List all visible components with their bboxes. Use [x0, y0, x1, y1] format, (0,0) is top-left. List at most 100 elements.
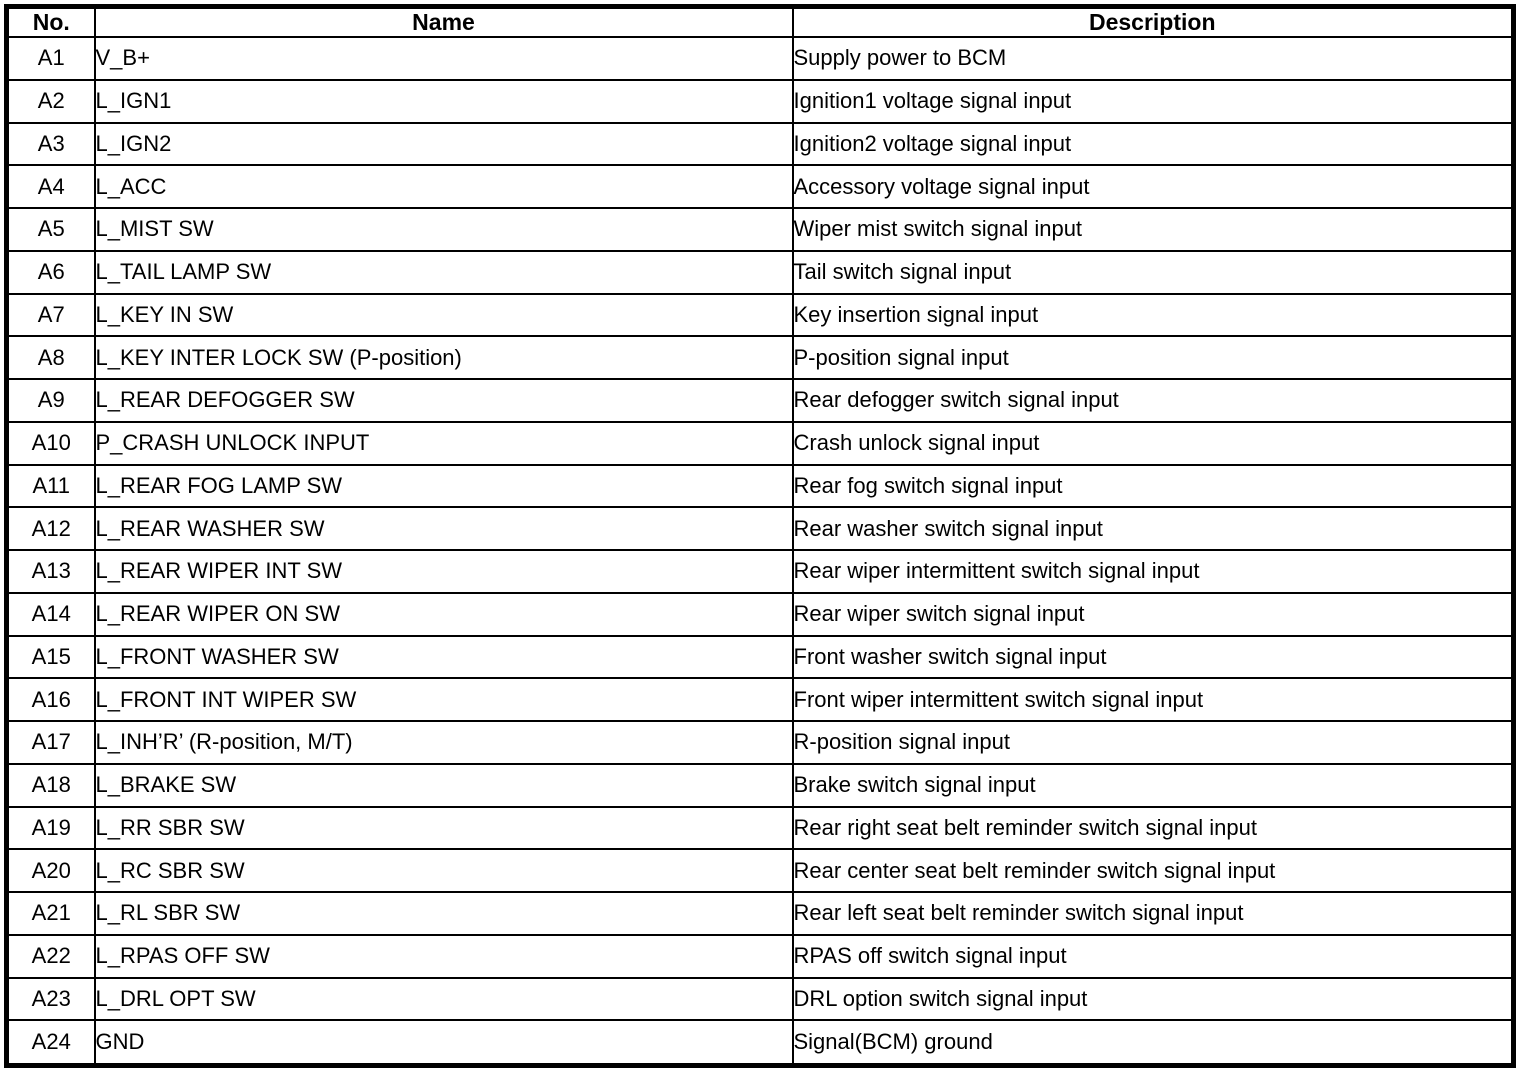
pin-name-cell: L_MIST SW	[93, 207, 794, 252]
pin-number-cell: A9	[5, 378, 96, 423]
pin-name-cell: V_B+	[93, 36, 794, 81]
pin-name-cell: L_INH’R’ (R-position, M/T)	[93, 720, 794, 765]
table-row: A6 L_TAIL LAMP SW Tail switch signal inp…	[5, 249, 1515, 295]
pin-number-cell: A11	[5, 463, 96, 509]
pin-name-cell: L_RC SBR SW	[93, 848, 794, 893]
pin-name-cell: L_FRONT WASHER SW	[93, 634, 794, 680]
pin-number-cell: A15	[5, 634, 96, 680]
column-header-description: Description	[791, 5, 1515, 38]
pin-number-cell: A7	[5, 292, 96, 338]
pin-number-cell: A12	[5, 506, 96, 551]
pin-name-cell: L_KEY IN SW	[93, 292, 794, 338]
pin-description-cell: R-position signal input	[791, 720, 1515, 765]
pin-name-cell: L_ACC	[93, 164, 794, 209]
table-row: A15 L_FRONT WASHER SW Front washer switc…	[5, 634, 1515, 680]
table-row: A4 L_ACC Accessory voltage signal input	[5, 164, 1515, 209]
pin-number-cell: A18	[5, 762, 96, 808]
pin-name-cell: L_REAR WIPER ON SW	[93, 591, 794, 637]
pin-number-cell: A5	[5, 207, 96, 252]
table-row: A17 L_INH’R’ (R-position, M/T) R-positio…	[5, 720, 1515, 765]
pin-description-cell: Rear wiper switch signal input	[791, 591, 1515, 637]
pin-number-cell: A22	[5, 933, 96, 979]
pin-description-cell: Rear fog switch signal input	[791, 463, 1515, 509]
pin-number-cell: A6	[5, 249, 96, 295]
pin-name-cell: L_REAR DEFOGGER SW	[93, 378, 794, 423]
table-row: A21 L_RL SBR SW Rear left seat belt remi…	[5, 891, 1515, 936]
pin-description-cell: Rear washer switch signal input	[791, 506, 1515, 551]
table-row: A24 GND Signal(BCM) ground	[5, 1019, 1515, 1067]
table-header: No. Name Description	[5, 5, 1515, 38]
pin-description-cell: Signal(BCM) ground	[791, 1019, 1515, 1067]
table-row: A19 L_RR SBR SW Rear right seat belt rem…	[5, 805, 1515, 851]
pin-name-cell: L_BRAKE SW	[93, 762, 794, 808]
pin-description-cell: Rear left seat belt reminder switch sign…	[791, 891, 1515, 936]
table-row: A3 L_IGN2 Ignition2 voltage signal input	[5, 121, 1515, 167]
table-row: A14 L_REAR WIPER ON SW Rear wiper switch…	[5, 591, 1515, 637]
table-row: A23 L_DRL OPT SW DRL option switch signa…	[5, 976, 1515, 1022]
pin-name-cell: L_REAR FOG LAMP SW	[93, 463, 794, 509]
pin-description-cell: Brake switch signal input	[791, 762, 1515, 808]
table-row: A7 L_KEY IN SW Key insertion signal inpu…	[5, 292, 1515, 338]
table-row: A1 V_B+ Supply power to BCM	[5, 36, 1515, 81]
pin-name-cell: L_IGN1	[93, 78, 794, 124]
pin-description-cell: Wiper mist switch signal input	[791, 207, 1515, 252]
pin-number-cell: A3	[5, 121, 96, 167]
table-row: A10 P_CRASH UNLOCK INPUT Crash unlock si…	[5, 420, 1515, 466]
pin-description-cell: Rear right seat belt reminder switch sig…	[791, 805, 1515, 851]
table-row: A5 L_MIST SW Wiper mist switch signal in…	[5, 207, 1515, 252]
pin-description-cell: RPAS off switch signal input	[791, 933, 1515, 979]
pin-description-cell: Supply power to BCM	[791, 36, 1515, 81]
pin-name-cell: GND	[93, 1019, 794, 1067]
pin-number-cell: A13	[5, 549, 96, 594]
pin-description-cell: Accessory voltage signal input	[791, 164, 1515, 209]
pin-name-cell: L_TAIL LAMP SW	[93, 249, 794, 295]
pin-description-cell: Key insertion signal input	[791, 292, 1515, 338]
pin-number-cell: A20	[5, 848, 96, 893]
pin-description-cell: Front washer switch signal input	[791, 634, 1515, 680]
pin-description-cell: Rear center seat belt reminder switch si…	[791, 848, 1515, 893]
header-row: No. Name Description	[5, 5, 1515, 38]
pin-name-cell: L_DRL OPT SW	[93, 976, 794, 1022]
pin-name-cell: L_REAR WIPER INT SW	[93, 549, 794, 594]
column-header-no: No.	[5, 5, 96, 38]
pin-description-cell: Ignition1 voltage signal input	[791, 78, 1515, 124]
table-row: A16 L_FRONT INT WIPER SW Front wiper int…	[5, 677, 1515, 722]
pin-number-cell: A24	[5, 1019, 96, 1067]
bcm-connector-pin-table: No. Name Description A1 V_B+ Supply powe…	[4, 4, 1516, 1068]
pin-number-cell: A16	[5, 677, 96, 722]
table-row: A9 L_REAR DEFOGGER SW Rear defogger swit…	[5, 378, 1515, 423]
table-body: A1 V_B+ Supply power to BCM A2 L_IGN1 Ig…	[5, 36, 1515, 1067]
table-row: A12 L_REAR WASHER SW Rear washer switch …	[5, 506, 1515, 551]
pin-name-cell: L_RPAS OFF SW	[93, 933, 794, 979]
pin-number-cell: A17	[5, 720, 96, 765]
pin-number-cell: A23	[5, 976, 96, 1022]
pin-name-cell: L_KEY INTER LOCK SW (P-position)	[93, 335, 794, 380]
pin-description-cell: Tail switch signal input	[791, 249, 1515, 295]
pin-number-cell: A19	[5, 805, 96, 851]
pin-number-cell: A1	[5, 36, 96, 81]
pin-name-cell: L_RL SBR SW	[93, 891, 794, 936]
pin-number-cell: A21	[5, 891, 96, 936]
pin-name-cell: L_RR SBR SW	[93, 805, 794, 851]
table-row: A22 L_RPAS OFF SW RPAS off switch signal…	[5, 933, 1515, 979]
table-row: A2 L_IGN1 Ignition1 voltage signal input	[5, 78, 1515, 124]
pin-description-cell: Front wiper intermittent switch signal i…	[791, 677, 1515, 722]
pin-number-cell: A2	[5, 78, 96, 124]
pin-description-cell: Rear defogger switch signal input	[791, 378, 1515, 423]
table-row: A20 L_RC SBR SW Rear center seat belt re…	[5, 848, 1515, 893]
table-row: A8 L_KEY INTER LOCK SW (P-position) P-po…	[5, 335, 1515, 380]
table-row: A11 L_REAR FOG LAMP SW Rear fog switch s…	[5, 463, 1515, 509]
pin-number-cell: A14	[5, 591, 96, 637]
pin-name-cell: L_REAR WASHER SW	[93, 506, 794, 551]
pin-description-cell: Crash unlock signal input	[791, 420, 1515, 466]
table-row: A18 L_BRAKE SW Brake switch signal input	[5, 762, 1515, 808]
column-header-name: Name	[93, 5, 794, 38]
pin-description-cell: DRL option switch signal input	[791, 976, 1515, 1022]
pin-description-cell: P-position signal input	[791, 335, 1515, 380]
pin-number-cell: A10	[5, 420, 96, 466]
pin-description-cell: Ignition2 voltage signal input	[791, 121, 1515, 167]
pin-name-cell: L_IGN2	[93, 121, 794, 167]
pin-number-cell: A4	[5, 164, 96, 209]
pin-name-cell: L_FRONT INT WIPER SW	[93, 677, 794, 722]
